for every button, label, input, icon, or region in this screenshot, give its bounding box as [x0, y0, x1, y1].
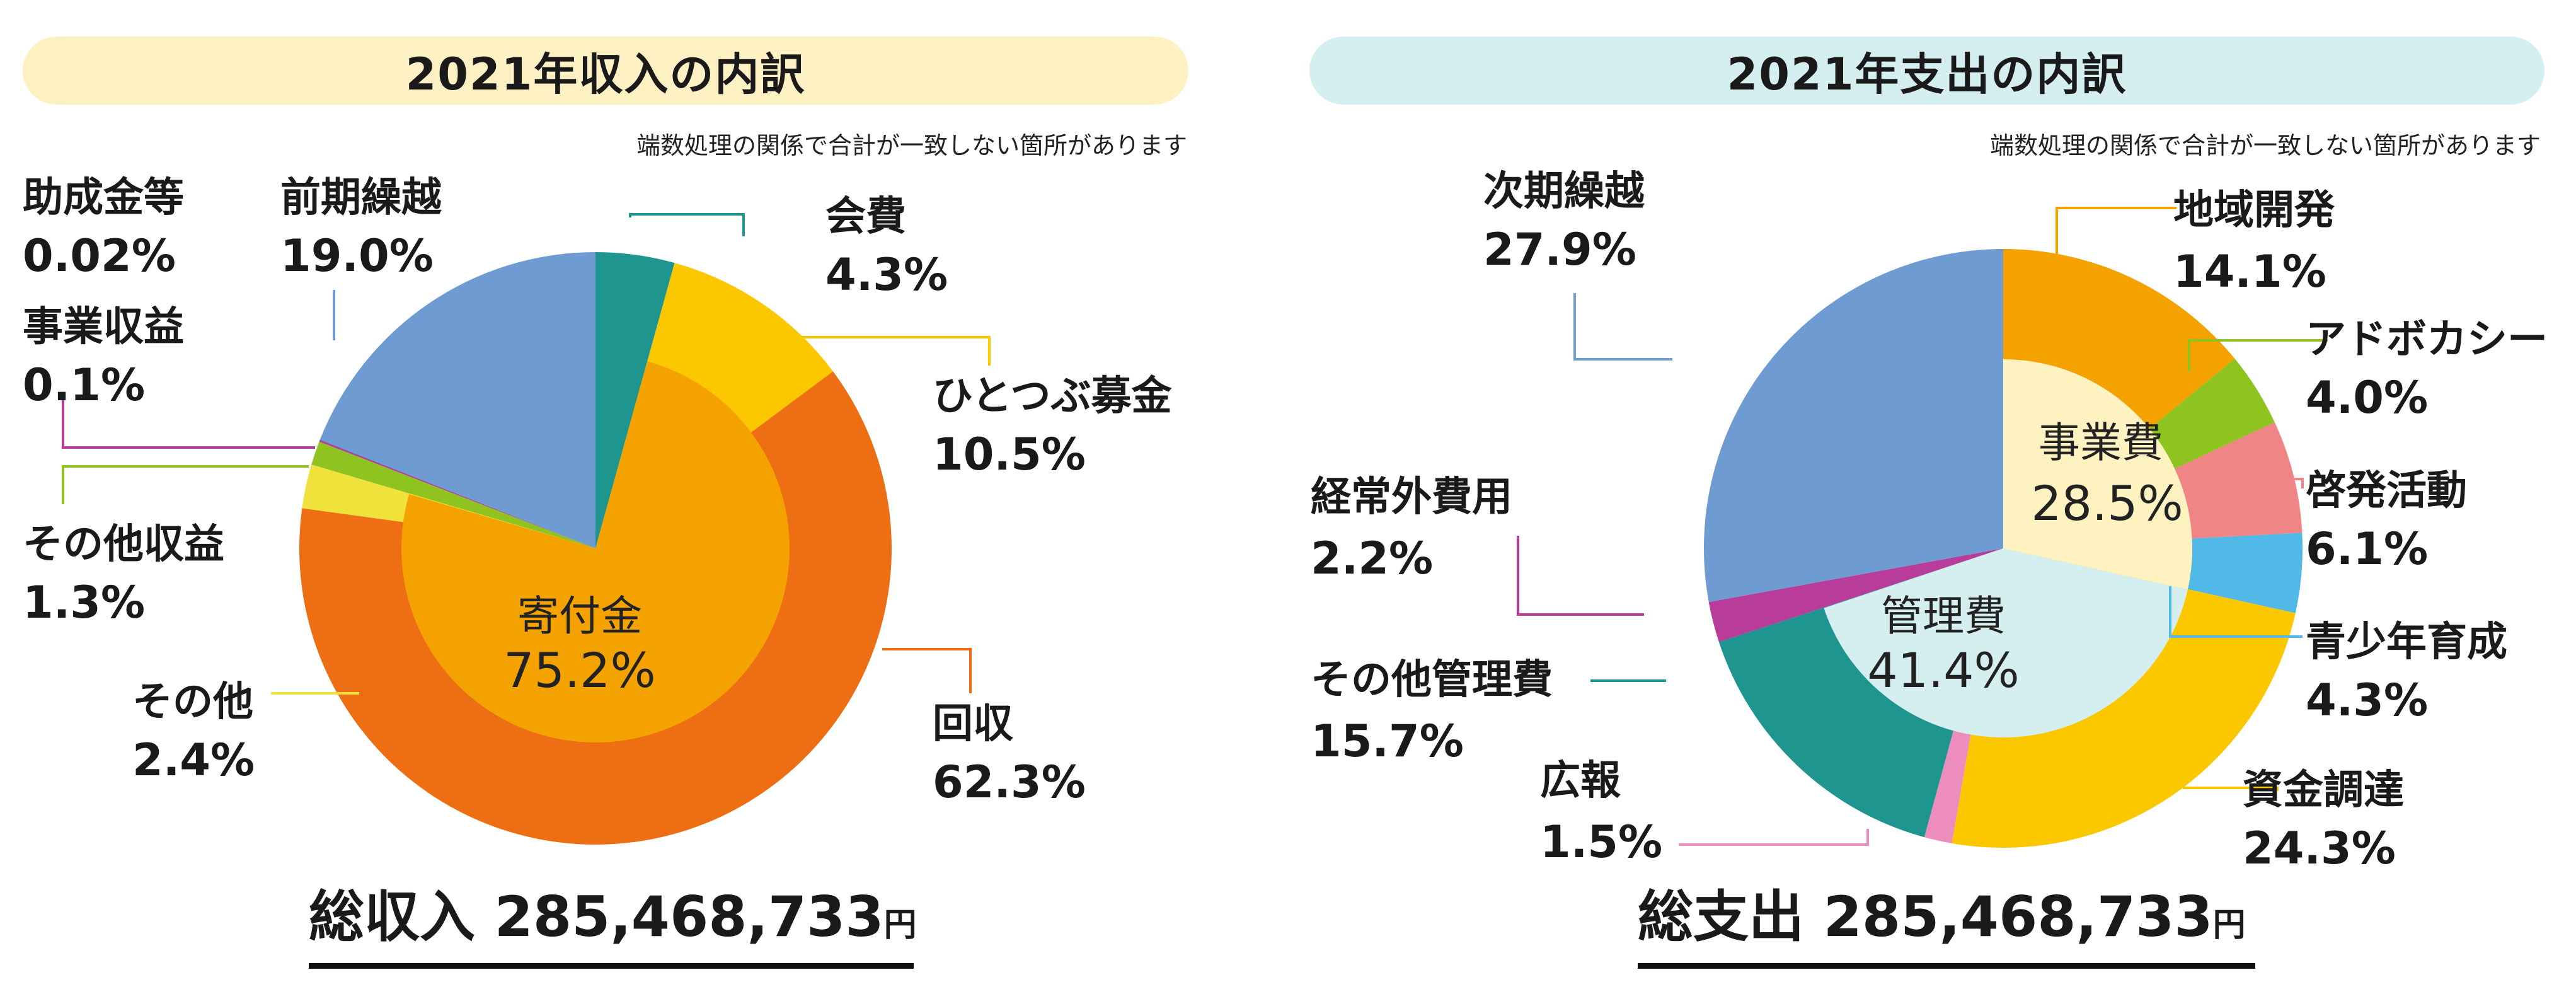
label-name-kifukin: 寄付金: [517, 592, 642, 640]
income-outer-slice-4: [311, 441, 595, 548]
expense-outer-slice-8: [1703, 249, 2003, 603]
label-value-sonota-shueki: 1.3%: [23, 577, 145, 628]
label-name-shikin: 資金調達: [2243, 767, 2404, 814]
label-name-chiiki: 地域開発: [2173, 187, 2335, 234]
label-name-zenki: 前期繰越: [280, 175, 442, 221]
label-name-keihatsu: 啓発活動: [2306, 468, 2467, 514]
income-pie-slices: [299, 251, 892, 845]
label-name-sonota-shueki: その他収益: [23, 521, 224, 568]
leader-line-sonota-shueki: [62, 465, 309, 504]
leader-line-keihatsu: [2233, 478, 2304, 488]
expense-donut-chart: 地域開発 14.1% アドボカシー 4.0% 啓発活動 6.1% 青少年育成 4…: [1311, 168, 2548, 874]
leader-line-keijogai: [1517, 536, 1644, 616]
label-value-joseikin: 0.02%: [23, 230, 176, 282]
label-value-jigyo-shueki: 0.1%: [23, 359, 145, 411]
label-name-hitotsubu: ひとつぶ募金: [933, 373, 1173, 420]
income-inner-slice-0: [401, 361, 790, 742]
expense-panel: 2021年支出の内訳 端数処理の関係で合計が一致しない箇所があります 地域開発 …: [1288, 0, 2576, 999]
label-value-shikin: 24.3%: [2243, 823, 2396, 874]
income-total-amount: 285,468,733: [494, 884, 884, 949]
label-value-kifukin: 75.2%: [503, 642, 655, 698]
label-value-jiki: 27.9%: [1483, 224, 1636, 275]
label-name-advocacy: アドボカシー: [2306, 316, 2548, 363]
leader-line-shikin: [2183, 787, 2279, 791]
label-name-sonota-kanri: その他管理費: [1311, 657, 1553, 703]
leader-line-jiki: [1573, 293, 1672, 361]
label-value-sonota: 2.4%: [132, 734, 255, 786]
label-value-keijogai: 2.2%: [1311, 533, 1433, 584]
income-slice-labels: 会費 4.3% ひとつぶ募金 10.5% 回収 62.3% その他 2.4% そ…: [23, 175, 1173, 808]
expense-inner-slice-1: [1824, 548, 2188, 737]
label-value-kaishu: 62.3%: [933, 756, 1086, 808]
expense-slice-labels: 地域開発 14.1% アドボカシー 4.0% 啓発活動 6.1% 青少年育成 4…: [1311, 168, 2548, 874]
label-name-jigyohi: 事業費: [2038, 419, 2163, 467]
income-total: 総収入 285,468,733円: [309, 882, 917, 952]
income-panel: 2021年収入の内訳 端数処理の関係で合計が一致しない箇所があります 会費 4.…: [23, 37, 1188, 969]
leader-line-jigyo-shueki: [62, 394, 315, 449]
label-name-jigyo-shueki: 事業収益: [23, 304, 184, 350]
income-outer-slice-0: [595, 252, 675, 548]
income-outer-slice-7: [319, 251, 595, 548]
leader-line-koho: [1679, 829, 1869, 846]
label-value-zenki: 19.0%: [280, 230, 434, 282]
label-value-jigyohi: 28.5%: [2031, 475, 2183, 531]
leader-line-kaishu: [882, 648, 972, 693]
income-outer-slice-6: [319, 439, 595, 548]
leader-line-chiiki: [2056, 207, 2176, 258]
expense-inner-slice-0: [2003, 359, 2193, 590]
income-donut-chart: 会費 4.3% ひとつぶ募金 10.5% 回収 62.3% その他 2.4% そ…: [23, 175, 1173, 845]
income-title: 2021年収入の内訳: [23, 37, 1188, 105]
income-total-underline: [309, 963, 914, 969]
income-leader-lines: [62, 213, 991, 695]
label-name-kaihi: 会費: [825, 193, 906, 240]
label-name-seishonen: 青少年育成: [2306, 619, 2507, 666]
label-name-koho: 広報: [1540, 758, 1621, 804]
label-name-kaishu: 回収: [933, 701, 1013, 748]
income-total-label: 総収入: [309, 884, 476, 949]
label-value-seishonen: 4.3%: [2306, 674, 2428, 726]
expense-total: 総支出 285,468,733円: [1638, 882, 2246, 952]
label-name-jiki: 次期繰越: [1483, 168, 1645, 215]
leader-line-hitotsubu: [800, 336, 991, 366]
income-total-unit: 円: [883, 906, 917, 944]
leader-line-seishonen: [2169, 586, 2303, 638]
label-name-joseikin: 助成金等: [23, 175, 184, 221]
expense-total-underline: [1638, 963, 2255, 969]
expense-outer-slice-7: [1708, 548, 2003, 642]
label-value-advocacy: 4.0%: [2306, 372, 2428, 424]
label-value-kanrihi: 41.4%: [1867, 642, 2019, 698]
expense-leader-lines: [1517, 207, 2328, 846]
leader-line-advocacy: [2188, 339, 2328, 372]
label-value-keihatsu: 6.1%: [2306, 523, 2428, 575]
label-value-koho: 1.5%: [1540, 816, 1662, 868]
leader-line-kaihi: [629, 213, 745, 236]
label-value-hitotsubu: 10.5%: [933, 429, 1086, 480]
expense-note: 端数処理の関係で合計が一致しない箇所があります: [1989, 132, 2541, 159]
label-value-kaihi: 4.3%: [825, 249, 948, 301]
income-outer-slice-5: [319, 439, 595, 548]
label-value-chiiki: 14.1%: [2173, 246, 2326, 297]
label-name-kanrihi: 管理費: [1881, 592, 2006, 640]
expense-total-amount: 285,468,733: [1823, 884, 2213, 949]
label-name-sonota: その他: [132, 679, 253, 725]
expense-total-unit: 円: [2212, 906, 2246, 944]
label-name-keijogai: 経常外費用: [1311, 474, 1512, 521]
expense-pie-slices: [1703, 249, 2303, 848]
label-value-sonota-kanri: 15.7%: [1311, 715, 1464, 767]
expense-total-label: 総支出: [1638, 884, 1805, 949]
income-note: 端数処理の関係で合計が一致しない箇所があります: [636, 132, 1187, 159]
expense-title: 2021年支出の内訳: [1309, 37, 2544, 105]
